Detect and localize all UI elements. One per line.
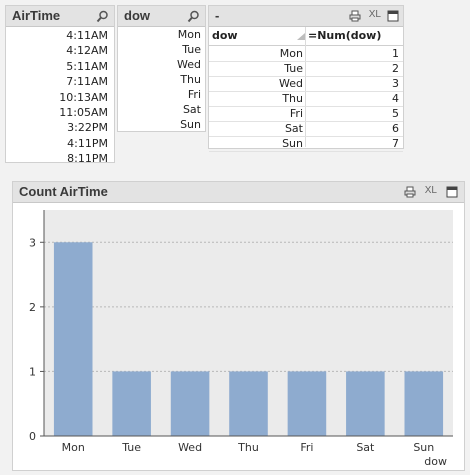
airtime-list-item[interactable]: 4:11AM: [66, 29, 108, 42]
table-cell-dow[interactable]: Sat: [284, 122, 303, 135]
table-cell-num: 5: [392, 107, 399, 120]
dow-num-table[interactable]: - XL dow =Num(dow) Mon 1 Tue 2 Wed 3 Thu 4 Fri 5 S…: [208, 5, 404, 152]
table-cell-num: 2: [392, 62, 399, 75]
dow-listbox[interactable]: dow Mon Tue Wed Thu Fri Sat Sun: [117, 5, 206, 132]
maximize-icon[interactable]: [387, 10, 399, 22]
header-divider: [209, 45, 403, 46]
dow-listbox-caption[interactable]: dow: [118, 6, 205, 27]
airtime-listbox[interactable]: AirTime 4:11AM 4:12AM 5:11AM 7:11AM 10:13AM 1…: [5, 5, 115, 166]
x-tick-label: Fri: [300, 441, 313, 454]
airtime-list-item[interactable]: 4:12AM: [66, 44, 108, 58]
dow-list-item[interactable]: Thu: [180, 73, 201, 86]
x-tick-label: Thu: [237, 441, 259, 454]
column-divider: [305, 27, 306, 147]
row-divider: [209, 136, 403, 137]
dow-list-item[interactable]: Tue: [182, 43, 201, 56]
x-tick-label: Sat: [356, 441, 375, 454]
print-icon[interactable]: [404, 186, 416, 198]
airtime-list-item[interactable]: 11:05AM: [59, 106, 108, 119]
bar: [53, 242, 93, 436]
x-tick-label: Tue: [121, 441, 141, 454]
dow-list-item[interactable]: Sat: [182, 103, 201, 116]
sort-indicator-icon: [297, 33, 305, 40]
table-cell-num: 7: [392, 137, 399, 150]
airtime-listbox-caption[interactable]: AirTime: [6, 6, 114, 27]
table-cell-num: 6: [392, 122, 399, 135]
row-divider: [209, 151, 403, 152]
export-excel-icon[interactable]: XL: [424, 185, 437, 196]
airtime-list-item[interactable]: 5:11AM: [66, 59, 108, 73]
x-tick-label: Mon: [62, 441, 85, 454]
row-divider: [209, 91, 403, 92]
airtime-list-item[interactable]: 4:11PM: [67, 136, 108, 150]
search-icon[interactable]: [96, 10, 109, 23]
x-tick-label: Wed: [178, 441, 202, 454]
x-axis-title: dow: [424, 455, 447, 468]
table-cell-dow[interactable]: Wed: [279, 77, 303, 90]
dow-list-item[interactable]: Wed: [177, 58, 201, 71]
table-cell-dow[interactable]: Fri: [289, 107, 303, 120]
bar: [287, 371, 327, 436]
dow-list-item[interactable]: Sun: [180, 118, 201, 131]
table-cell-num: 1: [392, 47, 399, 60]
bar: [346, 371, 385, 436]
airtime-list-item[interactable]: 8:11PM: [67, 152, 108, 166]
export-excel-icon[interactable]: XL: [368, 9, 381, 20]
bar: [404, 371, 444, 436]
maximize-icon[interactable]: [446, 186, 458, 198]
table-caption[interactable]: - XL: [209, 6, 403, 27]
print-icon[interactable]: [349, 10, 361, 22]
airtime-list-item[interactable]: 3:22PM: [67, 121, 108, 135]
y-tick-label: 2: [29, 301, 36, 314]
bar: [170, 371, 210, 436]
bar: [112, 371, 151, 436]
row-divider: [209, 61, 403, 62]
table-cell-dow[interactable]: Mon: [279, 47, 303, 60]
airtime-list-item[interactable]: 7:11AM: [66, 75, 108, 89]
airtime-list-item[interactable]: 10:13AM: [59, 90, 108, 104]
col-header-num[interactable]: =Num(dow): [308, 29, 382, 42]
dow-list-item[interactable]: Mon: [177, 28, 201, 41]
row-divider: [209, 121, 403, 122]
chart-title: Count AirTime: [19, 184, 108, 199]
y-tick-label: 0: [29, 430, 36, 443]
table-cell-dow[interactable]: Tue: [284, 62, 303, 75]
airtime-listbox-title: AirTime: [12, 8, 61, 23]
row-divider: [209, 76, 403, 77]
table-cell-dow[interactable]: Sun: [282, 137, 303, 150]
col-header-dow[interactable]: dow: [212, 29, 238, 42]
table-cell-dow[interactable]: Thu: [282, 92, 303, 105]
row-divider: [209, 106, 403, 107]
table-cell-num: 4: [392, 92, 399, 105]
y-tick-label: 1: [29, 365, 36, 378]
x-tick-label: Sun: [413, 441, 434, 454]
table-title: -: [215, 8, 220, 23]
bar: [229, 371, 268, 436]
y-tick-label: 3: [29, 236, 36, 249]
dow-list-item[interactable]: Fri: [187, 88, 201, 101]
search-icon[interactable]: [187, 10, 200, 23]
chart-caption[interactable]: Count AirTime XL: [13, 182, 464, 203]
count-airtime-chart[interactable]: Count AirTime XL 0 1 2 3 Mon Tue Wed Thu Fri Sat S…: [12, 181, 465, 471]
table-cell-num: 3: [392, 77, 399, 90]
dow-listbox-title: dow: [124, 8, 150, 23]
